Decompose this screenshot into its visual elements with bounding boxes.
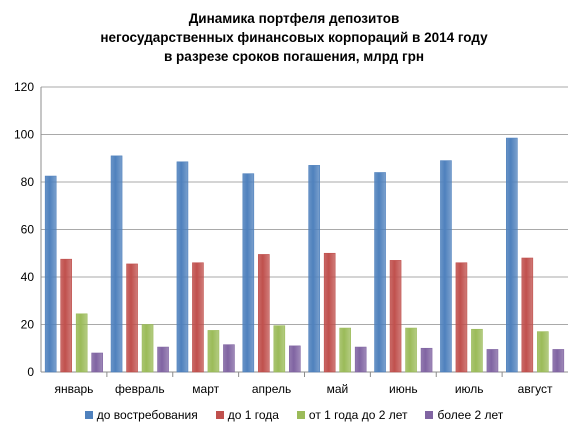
x-tick-label: март (192, 382, 219, 396)
bar-февраль-1 (126, 263, 138, 373)
bar-апрель-1 (258, 254, 270, 373)
bar-март-0 (176, 161, 189, 373)
y-tick-label: 120 (14, 80, 34, 94)
y-tick-label: 0 (27, 365, 34, 379)
y-tick-label: 80 (21, 175, 35, 189)
bar-май-2 (339, 327, 351, 373)
y-tick-label: 60 (21, 223, 35, 237)
x-tick-label: август (518, 382, 553, 396)
bar-январь-1 (60, 258, 72, 373)
legend-item: до востребования (84, 408, 198, 422)
y-tick-label: 40 (21, 270, 35, 284)
bar-февраль-0 (110, 155, 123, 373)
legend-swatch (425, 411, 434, 419)
legend-swatch (84, 411, 93, 419)
bar-август-2 (537, 331, 549, 373)
x-tick-label: июль (455, 382, 484, 396)
bar-август-1 (521, 257, 534, 373)
legend-label: до востребования (96, 408, 198, 422)
bar-январь-0 (44, 175, 57, 373)
legend: до востребования до 1 года от 1 года до 2 … (0, 408, 588, 422)
chart-title-line-3: в разрезе сроков погашения, млрд грн (163, 49, 425, 64)
chart-title-line-1: Динамика портфеля депозитов (188, 11, 400, 26)
legend-swatch (296, 411, 305, 419)
bar-март-3 (223, 344, 235, 373)
y-tick-label: 100 (14, 128, 34, 142)
legend-item: до 1 года (215, 408, 279, 422)
bar-июль-2 (471, 328, 483, 373)
bar-июнь-0 (374, 172, 386, 373)
bar-апрель-0 (242, 173, 255, 373)
y-tick-label: 20 (21, 318, 35, 332)
bar-июнь-2 (405, 327, 417, 373)
bar-июль-0 (440, 160, 452, 373)
bar-май-1 (323, 252, 336, 373)
bar-июнь-1 (389, 260, 402, 373)
x-tick-label: февраль (115, 382, 165, 396)
legend-swatch (215, 411, 224, 419)
bar-май-3 (354, 346, 367, 373)
bar-август-3 (552, 349, 565, 373)
bar-январь-3 (91, 352, 103, 373)
legend-item: более 2 лет (425, 408, 503, 422)
bar-июль-1 (455, 262, 468, 373)
legend-label: более 2 лет (437, 408, 504, 422)
x-tick-label: июнь (389, 382, 418, 396)
x-tick-label: январь (54, 382, 93, 396)
x-tick-label: май (327, 382, 349, 396)
legend-item: от 1 года до 2 лет (296, 408, 408, 422)
bar-март-1 (192, 262, 204, 373)
bar-февраль-2 (141, 324, 154, 373)
bar-июль-3 (486, 349, 499, 373)
bar-январь-2 (75, 313, 88, 373)
bar-февраль-3 (157, 346, 169, 373)
bar-март-2 (207, 330, 220, 373)
bar-апрель-3 (289, 345, 301, 373)
legend-label: от 1 года до 2 лет (308, 408, 408, 422)
legend-label: до 1 года (227, 408, 279, 422)
chart-title-line-2: негосударственных финансовых корпораций … (100, 30, 488, 45)
bar-май-0 (308, 165, 320, 373)
x-tick-label: апрель (252, 382, 291, 396)
bar-июнь-3 (420, 347, 433, 373)
bar-август-0 (506, 137, 518, 373)
bar-апрель-2 (273, 325, 286, 373)
